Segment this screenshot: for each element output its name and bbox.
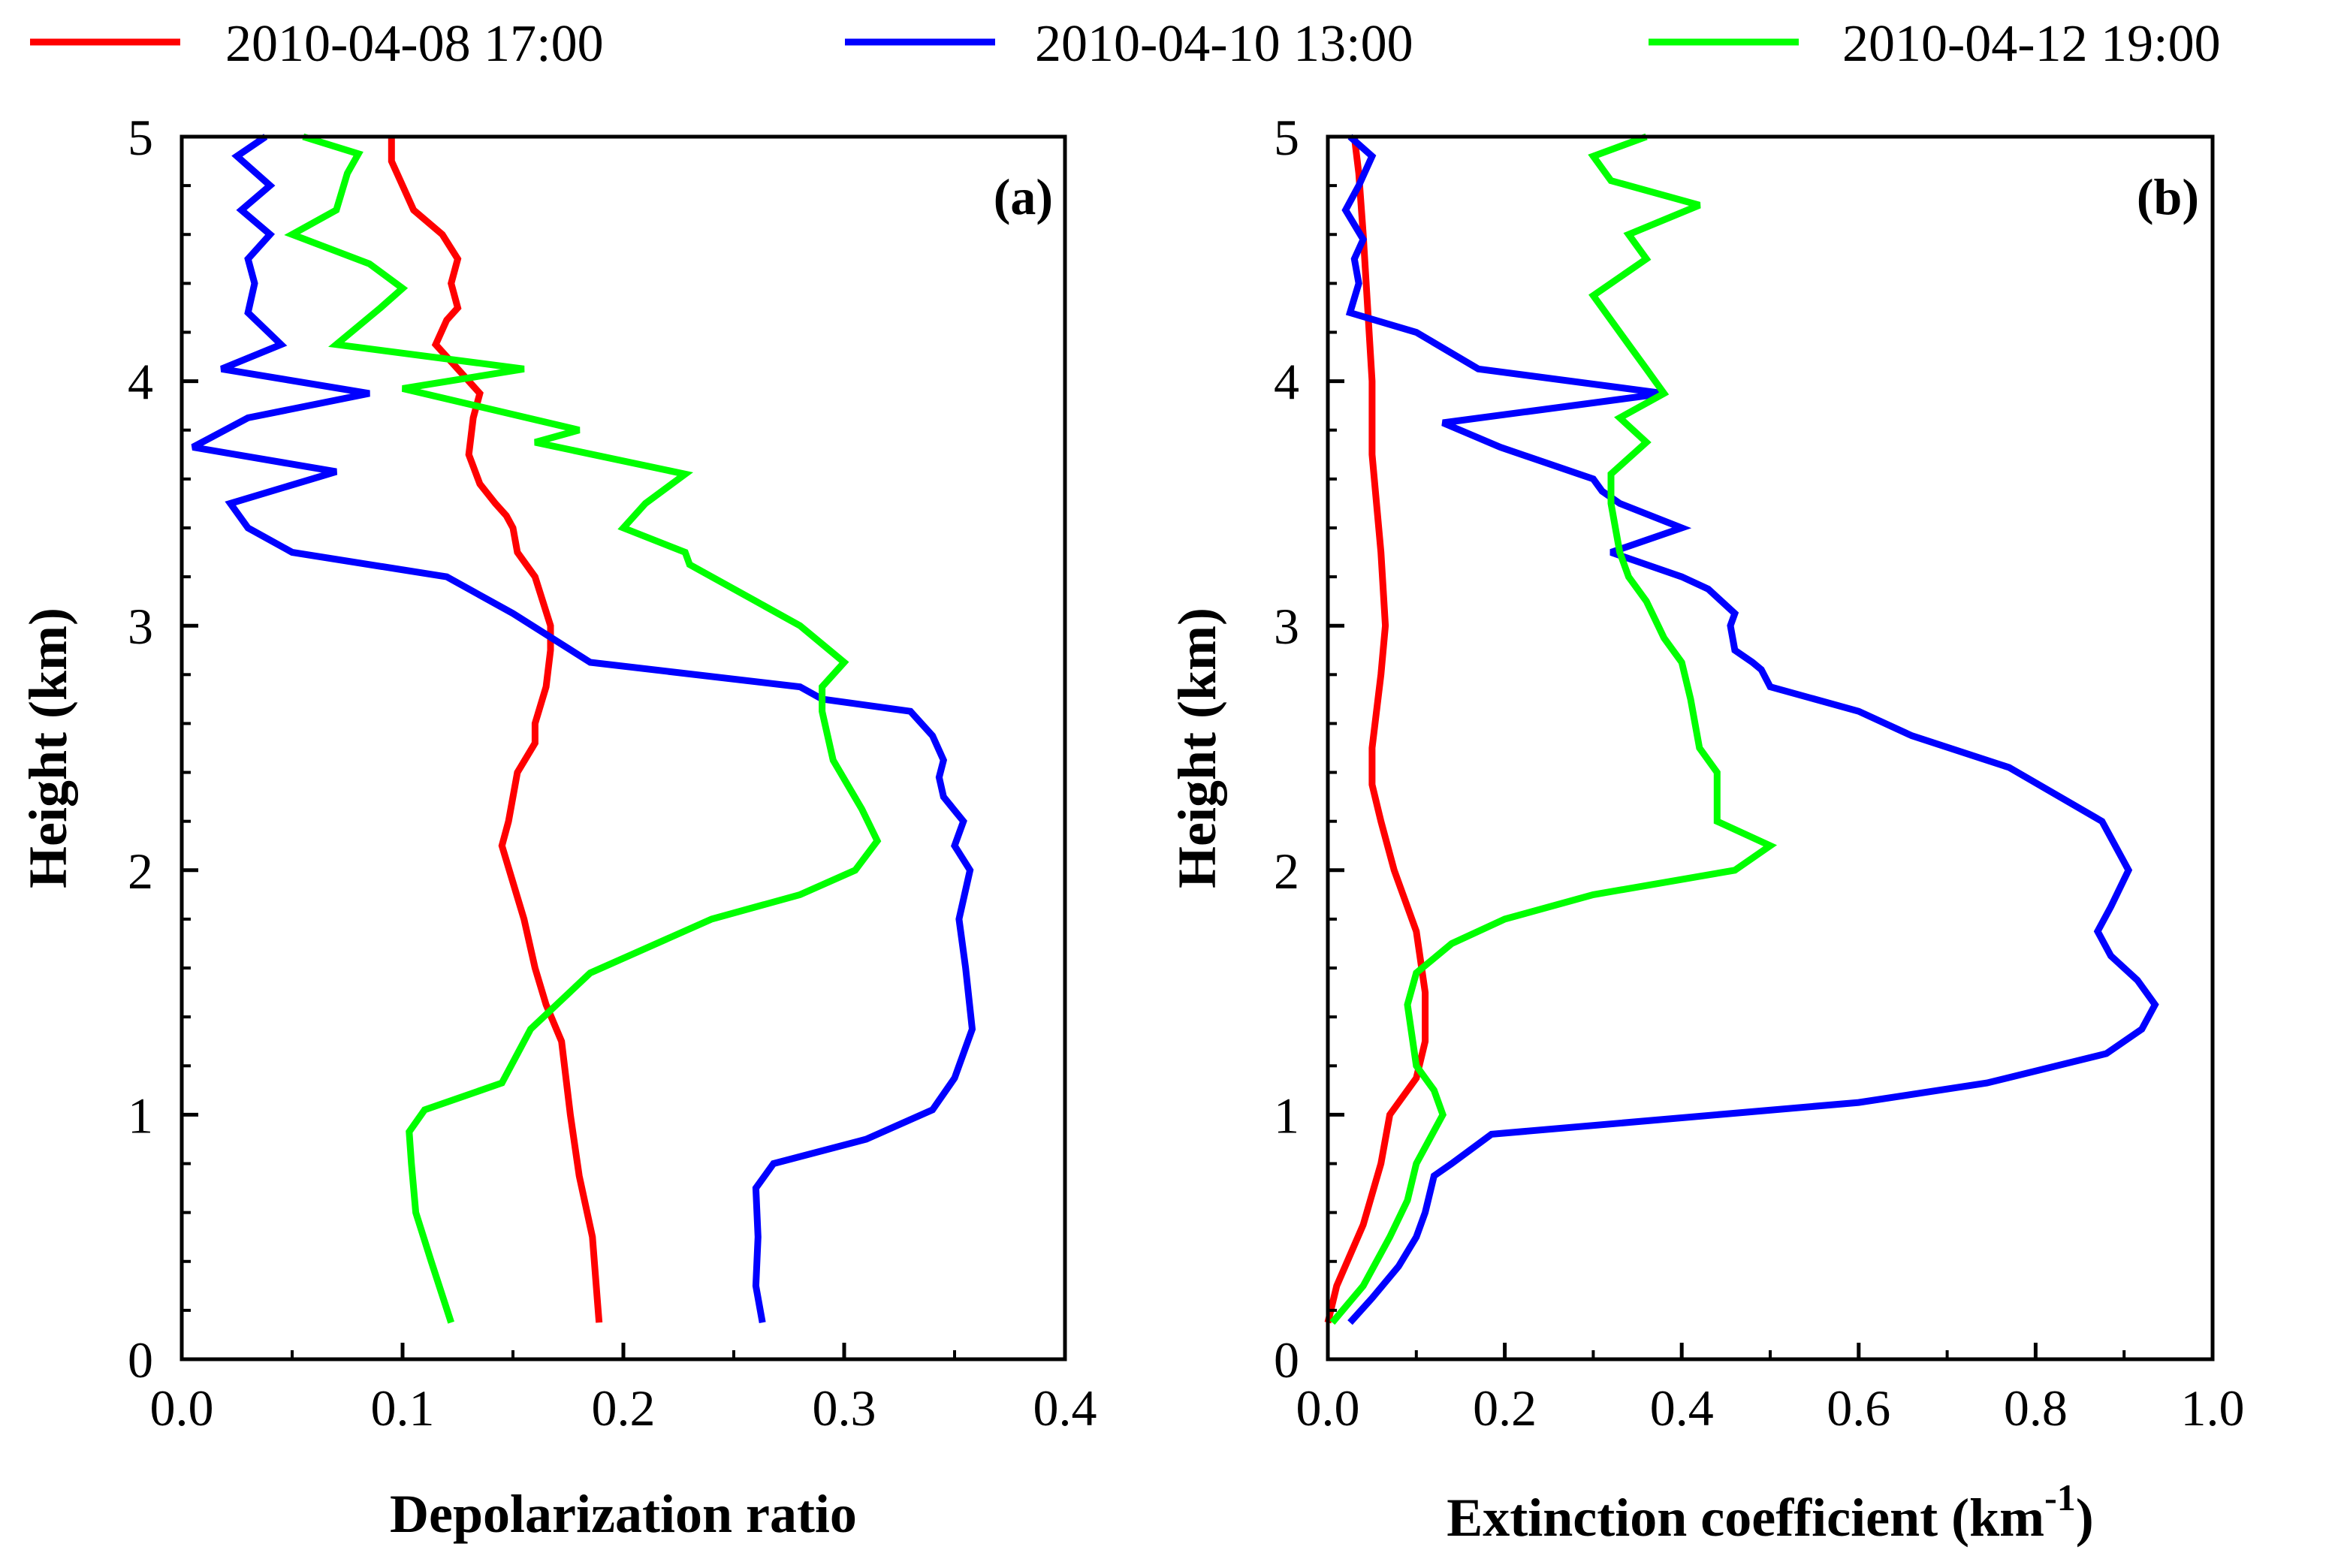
panel-b-x-axis-title-main: Extinction coefficient (km <box>1447 1488 2044 1548</box>
panel-a-series-line-2 <box>191 134 976 1323</box>
panel-b-y-axis-title: Height (km) <box>1167 608 1227 888</box>
panel-b-x-tick-label: 0.6 <box>1827 1380 1890 1437</box>
panel-b-series-line-2 <box>1341 134 2159 1325</box>
panel-b-y-tick-label: 4 <box>1274 354 1299 411</box>
panel-b-series-line-1 <box>1324 136 1429 1324</box>
panel-a-x-tick-label: 0.3 <box>813 1380 876 1437</box>
panel-b-y-tick-label: 0 <box>1274 1331 1299 1389</box>
panel-a-y-tick-label: 1 <box>128 1087 153 1144</box>
panel-a-series <box>191 133 976 1324</box>
panel-a-x-tick-label: 0.2 <box>592 1380 656 1437</box>
panel-a-y-tick-label: 0 <box>128 1331 153 1389</box>
panel-b-x-tick-label: 0.0 <box>1296 1380 1360 1437</box>
panel-b-y-tick-label: 5 <box>1274 109 1299 166</box>
panel-a-x-tick-label: 0.0 <box>150 1380 214 1437</box>
panel-a-series-line-3 <box>284 133 882 1324</box>
panel-b-x-tick-label: 1.0 <box>2181 1380 2245 1437</box>
panel-a-depolarization-ratio: 0.0 0.1 0.2 0.3 0.4 0 1 2 3 4 5 (a) Depolarization… <box>18 109 1097 1544</box>
panel-b-series <box>1324 133 2159 1325</box>
legend: 2010-04-08 17:00 2010-04-10 13:00 2010-0… <box>30 15 2221 73</box>
panel-b-x-tick-label: 0.2 <box>1473 1380 1537 1437</box>
panel-a-y-axis-title: Height (km) <box>18 608 78 888</box>
panel-b-y-tick-label: 1 <box>1274 1087 1299 1144</box>
panel-a-y-tick-label: 2 <box>128 843 153 900</box>
panel-a-x-axis-title: Depolarization ratio <box>390 1484 857 1544</box>
legend-entry: 2010-04-08 17:00 <box>30 15 604 73</box>
panel-a-y-tick-label: 4 <box>128 354 153 411</box>
panel-a-label: (a) <box>994 168 1053 225</box>
panel-a-axes-frame <box>179 134 1067 1361</box>
legend-entry: 2010-04-10 13:00 <box>845 15 1413 73</box>
panel-a-series-line-1 <box>388 137 603 1323</box>
legend-label-series-3: 2010-04-12 19:00 <box>1842 15 2221 73</box>
panel-a-y-tick-label: 5 <box>128 109 153 166</box>
legend-label-series-1: 2010-04-08 17:00 <box>225 15 604 73</box>
panel-a-y-tick-label: 3 <box>128 598 153 655</box>
legend-entry: 2010-04-12 19:00 <box>1649 15 2221 73</box>
panel-b-x-tick-label: 0.8 <box>2004 1380 2068 1437</box>
panel-b-y-tick-label: 2 <box>1274 843 1299 900</box>
legend-label-series-2: 2010-04-10 13:00 <box>1035 15 1413 73</box>
panel-b-label: (b) <box>2137 168 2199 225</box>
panel-b-x-axis-title-superscript: -1 <box>2044 1476 2076 1518</box>
panel-b-x-axis-title: Extinction coefficient (km-1) <box>1447 1476 2093 1548</box>
panel-b-x-axis-title-suffix: ) <box>2076 1488 2094 1548</box>
panel-a-x-tick-label: 0.4 <box>1033 1380 1097 1437</box>
panel-b-y-tick-label: 3 <box>1274 598 1299 655</box>
panel-b-x-tick-label: 0.4 <box>1650 1380 1714 1437</box>
panel-a-ticks: 0.0 0.1 0.2 0.3 0.4 0 1 2 3 4 5 <box>128 109 1097 1437</box>
panel-b-ticks: 0.0 0.2 0.4 0.6 0.8 1.0 0 1 2 3 4 5 <box>1274 109 2245 1437</box>
panel-b-axes-frame <box>1326 134 2215 1361</box>
panel-a-x-tick-label: 0.1 <box>371 1380 435 1437</box>
panel-b-extinction-coefficient: 0.0 0.2 0.4 0.6 0.8 1.0 0 1 2 3 4 5 (b) Extinction … <box>1167 109 2245 1548</box>
panel-b-series-line-3 <box>1329 133 1778 1325</box>
